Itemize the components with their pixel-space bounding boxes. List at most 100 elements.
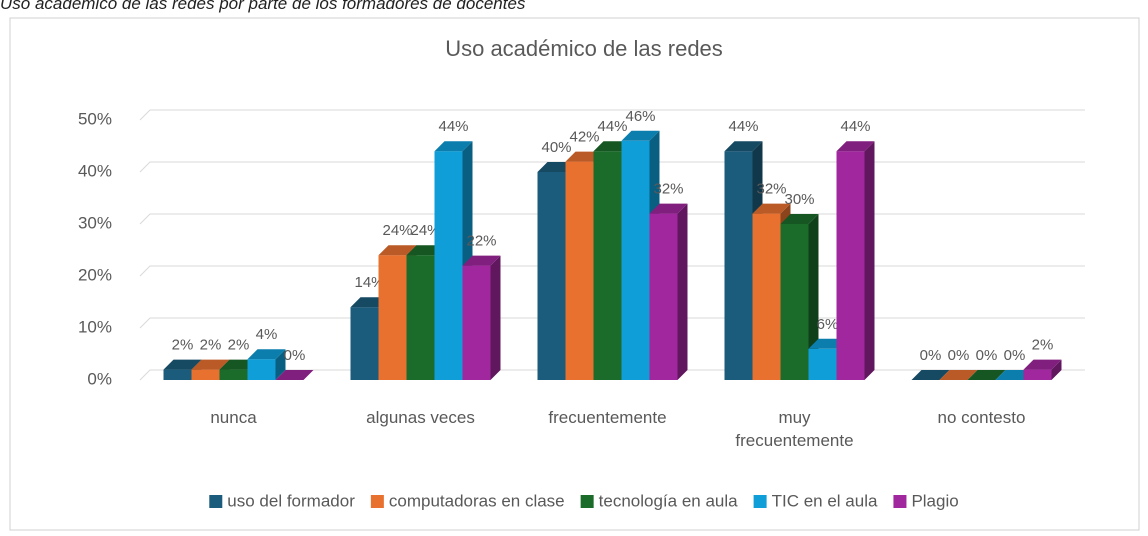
y-tick-label: 40% — [78, 161, 112, 180]
bar-top — [752, 203, 791, 214]
bar-front — [219, 369, 248, 380]
value-label: 2% — [1032, 337, 1054, 354]
legend-label: uso del formador — [227, 491, 355, 510]
value-label: 24% — [410, 222, 440, 239]
value-label: 14% — [354, 274, 384, 291]
value-label: 32% — [756, 181, 786, 198]
value-label: 44% — [438, 118, 468, 135]
bar-top — [275, 370, 314, 380]
bar-front — [808, 348, 837, 380]
bar-top — [649, 203, 688, 214]
bar-front — [163, 369, 192, 380]
y-tick-label: 0% — [87, 369, 112, 388]
bar-side — [1051, 359, 1062, 380]
legend-label: TIC en el aula — [772, 491, 878, 510]
y-tick-label: 20% — [78, 265, 112, 284]
value-label: 44% — [597, 118, 627, 135]
bar-front — [565, 161, 594, 380]
value-label: 42% — [569, 129, 599, 146]
value-label: 40% — [541, 139, 571, 156]
value-label: 0% — [284, 347, 306, 364]
bar-top — [378, 245, 417, 256]
y-tick-label: 10% — [78, 317, 112, 336]
x-tick-label: muy frecuentemente — [735, 408, 854, 450]
chart-border — [9, 17, 1140, 531]
bar — [247, 349, 286, 380]
bar-front — [649, 213, 678, 380]
grid-line — [139, 161, 1085, 173]
bar-front — [752, 213, 781, 380]
x-tick-label: no contesto — [937, 408, 1026, 427]
value-label: 0% — [1004, 347, 1026, 364]
bar — [911, 370, 950, 380]
value-label: 32% — [653, 181, 683, 198]
bar-top — [780, 214, 819, 224]
value-label: 30% — [784, 191, 814, 208]
x-tick-label: nunca — [210, 408, 257, 427]
legend-swatch — [893, 495, 907, 508]
bar-front — [621, 140, 650, 380]
legend-swatch — [580, 495, 594, 508]
legend-label: computadoras en clase — [389, 491, 565, 510]
value-label: 24% — [382, 222, 412, 239]
bar-top — [836, 141, 875, 152]
bar-front — [537, 172, 566, 380]
bar-front — [350, 307, 379, 380]
value-label: 44% — [728, 118, 758, 135]
legend-swatch — [209, 495, 223, 508]
bar-top — [967, 370, 1006, 380]
y-tick-label: 30% — [78, 213, 112, 232]
bar-top — [621, 130, 660, 141]
value-label: 0% — [976, 347, 998, 364]
bar-side — [677, 203, 688, 380]
bar-front — [1023, 369, 1052, 380]
bar-front — [406, 255, 435, 380]
bar-front — [247, 359, 276, 380]
y-tick-label: 50% — [78, 109, 112, 128]
value-label: 44% — [840, 118, 870, 135]
x-tick-label: frecuentemente — [548, 408, 667, 427]
bar-top — [1023, 359, 1062, 370]
bar-top — [191, 359, 230, 370]
bar-top — [434, 141, 473, 152]
value-label: 4% — [256, 326, 278, 343]
bar-front — [593, 151, 622, 380]
bar-top — [911, 370, 950, 380]
caption: Uso académico de las redes por parte de … — [0, 0, 526, 13]
value-label: 46% — [625, 108, 655, 125]
legend-swatch — [370, 495, 384, 508]
bar-front — [724, 151, 753, 380]
bar-front — [462, 265, 491, 380]
bar-top — [724, 141, 763, 152]
bar — [836, 141, 875, 380]
legend-label: tecnología en aula — [599, 491, 738, 510]
bar-front — [378, 255, 407, 380]
bar-top — [462, 255, 501, 266]
legend-label: Plagio — [911, 491, 958, 510]
bar — [275, 370, 314, 380]
bar-front — [836, 151, 865, 380]
bar-front — [191, 369, 220, 380]
legend-swatch — [753, 495, 767, 508]
value-label: 0% — [920, 347, 942, 364]
bar-front — [780, 224, 809, 380]
value-label: 2% — [200, 337, 222, 354]
chart-title: Uso académico de las redes — [445, 36, 723, 61]
bar-top — [939, 370, 978, 380]
bar-top — [247, 349, 286, 360]
bar-side — [275, 349, 286, 380]
bar-front — [434, 151, 463, 380]
value-label: 6% — [817, 316, 839, 333]
value-label: 2% — [228, 337, 250, 354]
x-tick-label: algunas veces — [366, 408, 475, 427]
bar-side — [808, 214, 819, 380]
value-label: 22% — [466, 233, 496, 250]
grid-line — [139, 109, 1085, 121]
bar — [780, 214, 819, 380]
value-label: 2% — [172, 337, 194, 354]
bar — [462, 255, 501, 380]
bar-side — [864, 141, 875, 380]
bar — [939, 370, 978, 380]
